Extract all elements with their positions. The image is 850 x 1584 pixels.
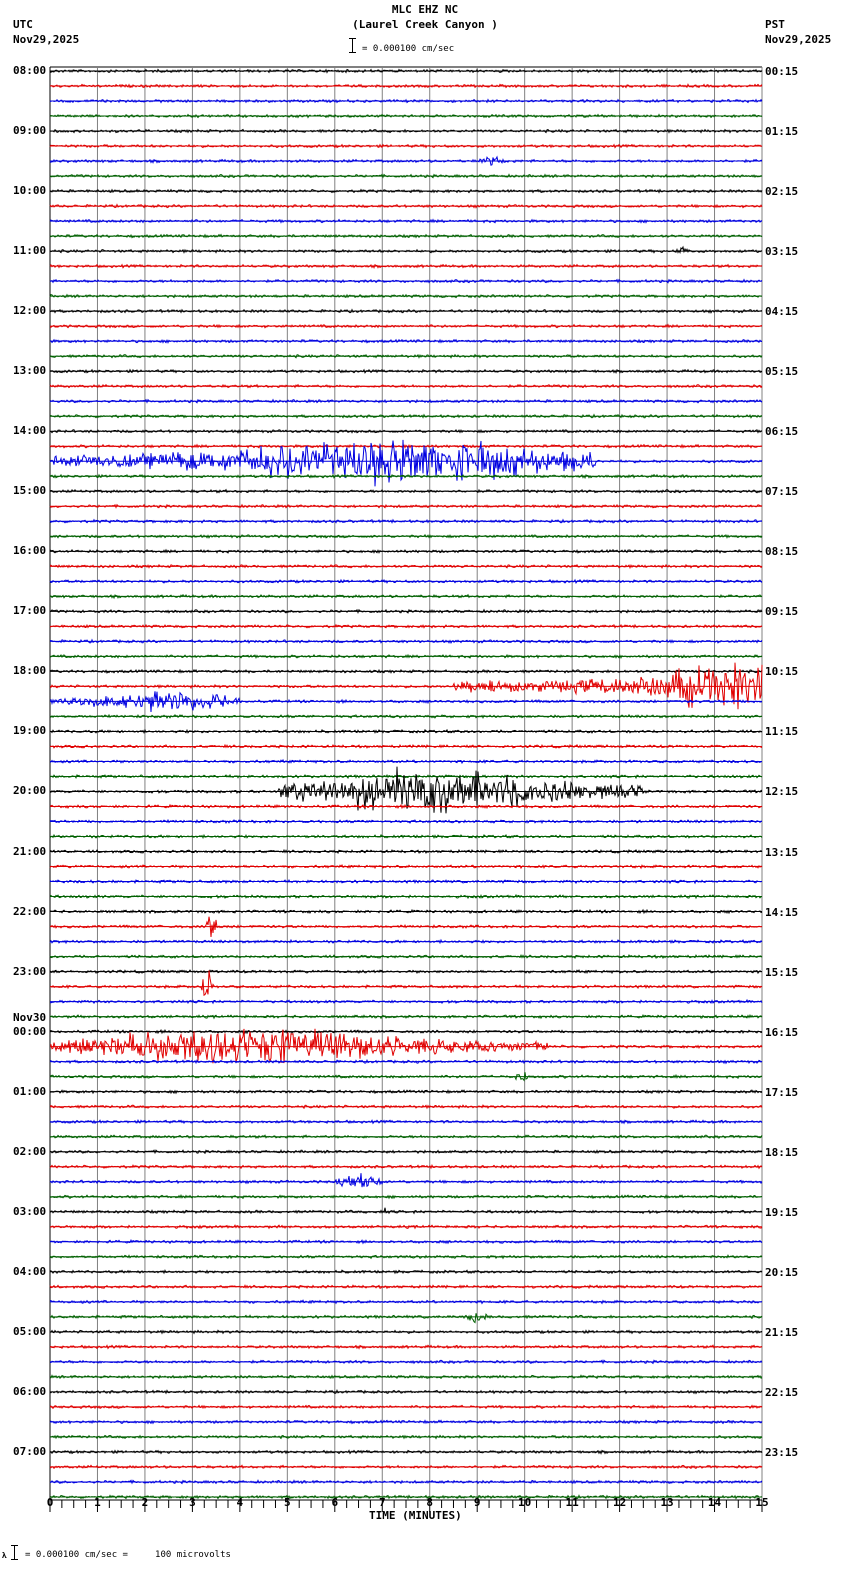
right-hour-label: 08:15 — [765, 545, 799, 559]
x-tick-label: 5 — [284, 1496, 291, 1509]
right-hour-label: 07:15 — [765, 485, 799, 499]
left-hour-label: 11:00 — [13, 244, 47, 258]
location-title: (Laurel Creek Canyon ) — [352, 18, 498, 31]
right-hour-label: 14:15 — [765, 905, 799, 919]
amplitude-scale-bar-icon — [349, 38, 356, 53]
x-axis-label: TIME (MINUTES) — [369, 1509, 462, 1522]
left-hour-label: 04:00 — [13, 1264, 47, 1278]
right-hour-label: 03:15 — [765, 245, 799, 259]
x-tick-label: 14 — [707, 1496, 722, 1509]
right-timezone: PST — [765, 18, 785, 31]
left-hour-label: 10:00 — [13, 184, 47, 198]
x-tick-label: 10 — [518, 1496, 532, 1509]
right-hour-label: 09:15 — [765, 605, 799, 619]
left-hour-label: 08:00 — [13, 64, 47, 77]
right-hour-label: 06:15 — [765, 425, 799, 439]
amplitude-scale-text: = 0.000100 cm/sec — [362, 44, 455, 54]
right-hour-label: 17:15 — [765, 1085, 799, 1099]
x-tick-label: 13 — [660, 1496, 674, 1509]
left-hour-label: 00:00 — [13, 1024, 47, 1038]
right-hour-label: 22:15 — [765, 1385, 799, 1399]
right-hour-label: 13:15 — [765, 845, 799, 859]
left-hour-label: 23:00 — [13, 964, 47, 978]
right-hour-label: 11:15 — [765, 725, 799, 739]
footer-scale-bar-icon — [11, 1545, 18, 1560]
left-hour-label: 17:00 — [13, 604, 47, 618]
right-hour-label: 00:15 — [765, 65, 799, 78]
right-hour-label: 01:15 — [765, 125, 799, 139]
right-hour-label: 16:15 — [765, 1025, 799, 1039]
right-hour-label: 19:15 — [765, 1205, 799, 1219]
x-tick-label: 8 — [426, 1496, 434, 1509]
left-hour-label: 18:00 — [13, 664, 47, 678]
x-tick-label: 12 — [612, 1496, 627, 1509]
right-hour-label: 04:15 — [765, 305, 799, 319]
left-hour-label: 19:00 — [13, 724, 47, 738]
right-hour-label: 23:15 — [765, 1445, 799, 1459]
x-tick-label: 6 — [331, 1496, 339, 1509]
x-tick-label: 2 — [141, 1496, 149, 1509]
left-hour-label: 16:00 — [13, 544, 47, 558]
x-tick-label: 1 — [94, 1496, 101, 1509]
x-tick-label: 4 — [236, 1496, 244, 1509]
x-tick-label: 3 — [189, 1496, 196, 1509]
left-hour-label: 22:00 — [13, 904, 47, 918]
right-hour-label: 20:15 — [765, 1265, 799, 1279]
left-hour-label: 12:00 — [13, 304, 47, 318]
date-change-label: Nov30 — [13, 1010, 47, 1024]
left-hour-label: 03:00 — [13, 1204, 47, 1218]
left-hour-label: 06:00 — [13, 1384, 47, 1398]
x-tick-label: 9 — [473, 1496, 481, 1509]
right-hour-label: 02:15 — [765, 185, 799, 199]
right-hour-label: 12:15 — [765, 785, 799, 799]
right-hour-label: 05:15 — [765, 365, 799, 379]
right-hour-label: 15:15 — [765, 965, 799, 979]
right-hour-label: 10:15 — [765, 665, 799, 679]
left-hour-label: 07:00 — [13, 1444, 47, 1458]
left-hour-label: 01:00 — [13, 1084, 47, 1098]
left-hour-label: 02:00 — [13, 1144, 47, 1158]
station-title: MLC EHZ NC — [391, 3, 459, 16]
left-hour-label: 14:00 — [13, 424, 47, 438]
left-date: Nov29,2025 — [13, 33, 80, 46]
footer-marker: 𝛌 — [2, 1551, 7, 1560]
x-tick-label: 7 — [378, 1496, 386, 1509]
right-hour-label: 18:15 — [765, 1145, 799, 1159]
x-tick-label: 0 — [46, 1496, 54, 1509]
left-hour-label: 21:00 — [13, 844, 47, 858]
left-hour-label: 05:00 — [13, 1324, 47, 1338]
left-hour-label: 09:00 — [13, 124, 47, 138]
right-date: Nov29,2025 — [765, 33, 832, 46]
left-hour-label: 15:00 — [13, 484, 47, 498]
right-hour-label: 21:15 — [765, 1325, 799, 1339]
footer-scale-note: = 0.000100 cm/sec = 100 microvolts — [25, 1550, 231, 1560]
x-tick-label: 15 — [755, 1496, 769, 1509]
left-timezone: UTC — [13, 18, 33, 31]
left-hour-label: 20:00 — [13, 784, 47, 798]
left-hour-label: 13:00 — [13, 364, 47, 378]
x-tick-label: 11 — [565, 1496, 579, 1509]
